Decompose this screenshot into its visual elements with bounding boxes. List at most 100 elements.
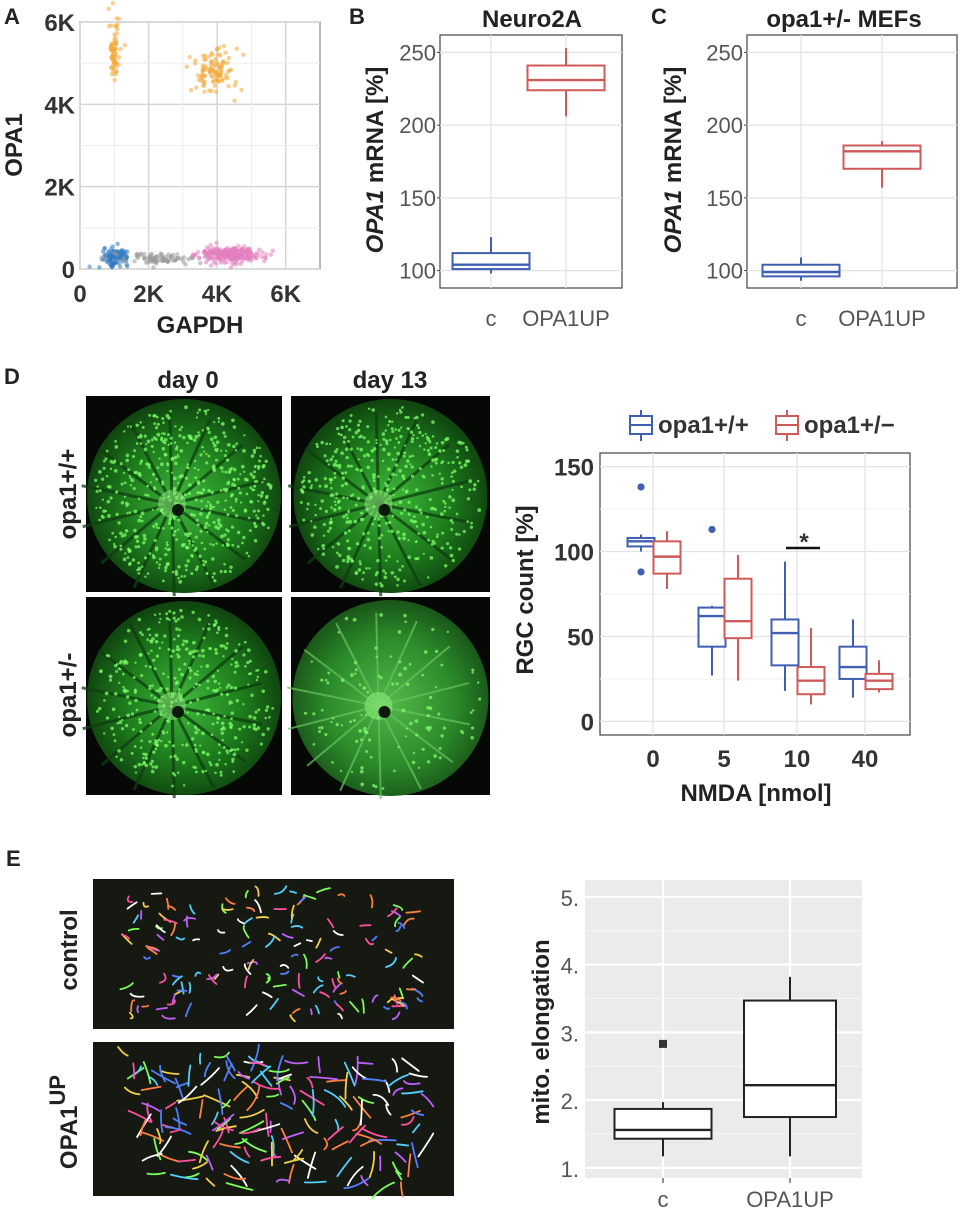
retina-cell <box>201 429 205 432</box>
retina-cell <box>105 716 110 720</box>
retina-cell <box>124 552 127 555</box>
x-tick-label: 5 <box>717 746 730 773</box>
scatter-point <box>109 23 114 28</box>
retina-cell <box>176 453 180 457</box>
retina-cell <box>165 562 170 567</box>
scatter-point <box>212 69 217 74</box>
mitochondrion <box>243 963 252 975</box>
retina-cell <box>403 666 408 671</box>
retina-cell <box>163 634 167 638</box>
scatter-point <box>208 63 214 68</box>
retina-cell <box>374 582 379 586</box>
retina-cell <box>354 668 358 672</box>
retina-cell <box>220 731 225 735</box>
retina-cell <box>194 498 198 502</box>
retina-cell <box>316 445 319 449</box>
retina-cell <box>421 673 425 677</box>
retina-cell <box>230 717 233 721</box>
retina-cell <box>213 421 216 424</box>
retina-cell <box>229 685 234 690</box>
scatter-point <box>181 255 187 260</box>
retina-cell <box>183 574 187 578</box>
scatter-point <box>212 63 217 69</box>
retina-cell <box>252 723 257 727</box>
mitochondrion <box>272 984 287 988</box>
outlier-point <box>659 1039 667 1048</box>
retina-cell <box>151 472 156 477</box>
mitochondrion <box>185 915 189 928</box>
retina-cell <box>252 509 256 513</box>
retina-disc <box>87 601 281 795</box>
retina-cell <box>234 449 238 452</box>
mitochondrion <box>401 1116 415 1126</box>
retina-cell <box>427 452 432 456</box>
retina-cell <box>202 563 206 567</box>
retina-cell <box>232 770 236 773</box>
retina-cell <box>195 649 199 653</box>
y-axis-label: OPA1 <box>1 113 28 177</box>
scatter-point <box>206 54 212 59</box>
mitochondrion <box>332 930 344 936</box>
retina-cell <box>407 512 411 516</box>
mitochondrion <box>280 970 290 975</box>
retina-cell <box>122 661 126 665</box>
retina-cell <box>177 617 181 621</box>
retina-cell <box>120 534 124 538</box>
scatter-point <box>270 248 276 253</box>
mitochondrion <box>254 885 260 897</box>
retina-cell <box>142 756 145 760</box>
retina-cell <box>359 769 364 774</box>
retina-cell <box>404 489 409 494</box>
retina-cell <box>157 738 161 742</box>
retina-cell <box>144 756 149 760</box>
retina-cell <box>121 718 124 722</box>
mitochondrion <box>243 1146 251 1158</box>
retina-cell <box>177 634 181 638</box>
scatter-point <box>227 68 232 73</box>
retina-cell <box>212 712 215 716</box>
retina-cell <box>234 500 238 503</box>
retina-cell <box>135 708 139 712</box>
scatter-point <box>198 78 204 83</box>
retina-cell <box>122 685 125 689</box>
retina-vessel <box>171 443 244 506</box>
retina-cell <box>190 572 194 575</box>
retina-cell <box>435 442 439 445</box>
retina-cell <box>391 514 395 518</box>
retina-cell <box>342 435 347 440</box>
retina-cell <box>189 512 194 517</box>
retina-cell <box>344 447 349 451</box>
scatter-point <box>233 79 238 85</box>
retina-cell <box>174 619 178 623</box>
retina-cell <box>434 649 439 654</box>
retina-cell <box>300 489 304 493</box>
retina-vessel <box>171 479 262 506</box>
retina-cell <box>438 449 442 453</box>
retina-cell <box>255 480 259 483</box>
retina-cell <box>401 488 405 491</box>
retina-cell <box>366 531 370 535</box>
y-tick-label: 100 <box>706 259 743 284</box>
box-0-series1 <box>652 531 682 589</box>
retina-disc <box>292 600 489 796</box>
retina-cell <box>139 442 143 445</box>
retina-cell <box>391 682 395 686</box>
retina-cell <box>320 499 325 503</box>
retina-cell <box>195 518 199 522</box>
legend: opa1+/+ opa1+/− <box>629 410 895 441</box>
mitochondrion <box>279 964 290 969</box>
mitochondrion <box>260 1070 273 1087</box>
retina-cell <box>186 559 190 563</box>
column-label-day13: day 13 <box>353 367 428 394</box>
retina-cell <box>222 655 225 658</box>
retina-cell <box>216 518 221 523</box>
retina-cell <box>148 687 152 691</box>
retina-cell <box>215 542 218 545</box>
retina-cell <box>368 546 372 550</box>
retina-cell <box>356 447 360 450</box>
retina-cell <box>151 765 155 769</box>
retina-cell <box>440 461 443 465</box>
retina-cell <box>416 437 419 440</box>
retina-cell <box>225 693 228 696</box>
mitochondrion <box>289 1085 296 1105</box>
